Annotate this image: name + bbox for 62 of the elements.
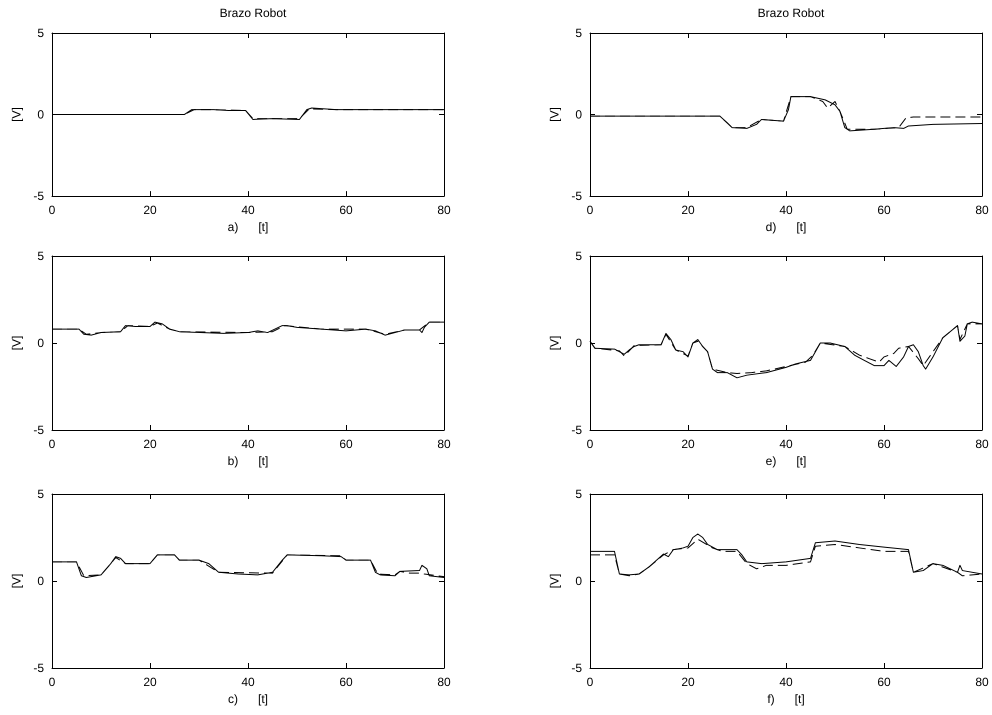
x-tick-label: 80 [975, 203, 989, 218]
x-tick-label: 60 [339, 437, 353, 451]
x-tick-label: 40 [779, 675, 793, 689]
y-tick-label: 0 [37, 108, 44, 122]
x-tick-label: 80 [437, 437, 451, 451]
y-tick-label: -5 [571, 661, 582, 675]
x-tick-label: 60 [877, 437, 891, 451]
y-tick-label: -5 [33, 189, 44, 204]
x-tick-label: 0 [48, 675, 56, 689]
chart-title: Brazo Robot [220, 6, 288, 20]
x-tick-label: 20 [681, 675, 695, 689]
x-tick-label: 40 [779, 437, 793, 451]
y-tick-label: 0 [575, 336, 582, 350]
x-tick-label: 60 [339, 203, 353, 218]
x-tick-label: 80 [975, 437, 989, 451]
y-tick-label: -5 [571, 423, 582, 437]
x-axis-title: d) [t] [766, 220, 806, 234]
x-tick-label: 0 [48, 203, 56, 218]
y-axis-title: [V] [9, 574, 24, 588]
x-tick-label: 60 [339, 675, 353, 689]
y-tick-label: 0 [575, 108, 582, 122]
y-tick-label: 0 [37, 574, 44, 588]
x-tick-label: 0 [586, 675, 594, 689]
x-tick-label: 20 [143, 437, 157, 451]
x-tick-label: 0 [586, 203, 594, 218]
x-axis-title: a) [t] [228, 220, 268, 234]
chart-title: Brazo Robot [758, 6, 826, 20]
y-axis-title: [V] [9, 107, 24, 122]
y-tick-label: -5 [571, 189, 582, 204]
y-tick-label: -5 [33, 661, 44, 675]
y-tick-label: 0 [575, 574, 582, 588]
x-tick-label: 80 [975, 675, 989, 689]
y-tick-label: -5 [33, 423, 44, 437]
x-tick-label: 60 [877, 203, 891, 218]
y-tick-label: 5 [575, 26, 582, 40]
y-tick-label: 5 [575, 487, 582, 501]
x-tick-label: 40 [779, 203, 793, 218]
x-axis-title: b) [t] [228, 454, 268, 468]
x-tick-label: 40 [241, 437, 255, 451]
x-tick-label: 20 [143, 675, 157, 689]
y-axis-title: [V] [547, 336, 562, 350]
x-axis-title: f) [t] [767, 692, 805, 706]
x-tick-label: 40 [241, 675, 255, 689]
y-tick-label: 5 [37, 249, 44, 263]
y-tick-label: 5 [37, 487, 44, 501]
y-tick-label: 0 [37, 336, 44, 350]
y-tick-label: 5 [575, 249, 582, 263]
x-tick-label: 80 [437, 675, 451, 689]
y-axis-title: [V] [9, 336, 24, 350]
x-tick-label: 0 [586, 437, 594, 451]
x-axis-title: e) [t] [766, 454, 806, 468]
x-tick-label: 60 [877, 675, 891, 689]
y-axis-title: [V] [547, 574, 562, 588]
x-axis-title: c) [t] [228, 692, 268, 706]
y-tick-label: 5 [37, 26, 44, 40]
x-tick-label: 20 [143, 203, 157, 218]
x-tick-label: 40 [241, 203, 255, 218]
x-tick-label: 80 [437, 203, 451, 218]
x-tick-label: 20 [681, 437, 695, 451]
x-tick-label: 0 [48, 437, 56, 451]
x-tick-label: 20 [681, 203, 695, 218]
y-axis-title: [V] [547, 107, 562, 122]
